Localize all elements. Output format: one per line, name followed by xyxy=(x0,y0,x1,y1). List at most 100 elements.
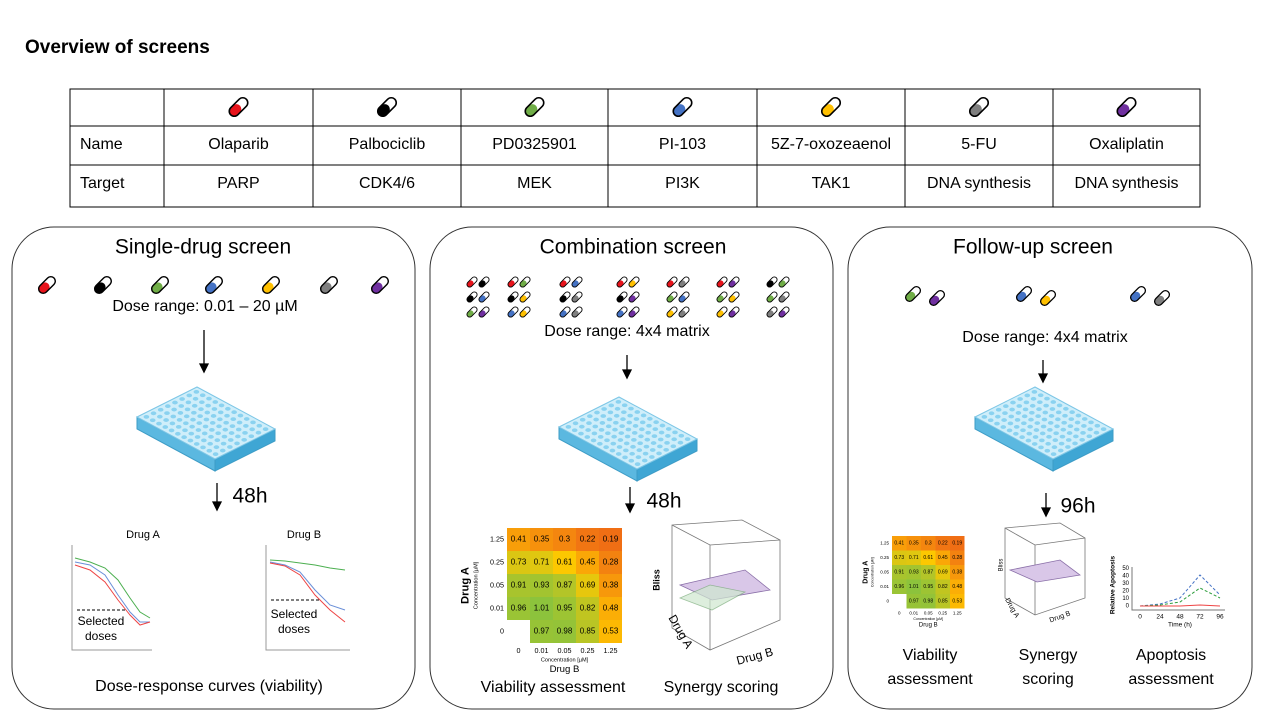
pill-body xyxy=(559,276,571,288)
y-tick-label: 50 xyxy=(1122,566,1129,572)
pill-body xyxy=(778,306,790,318)
pill-body xyxy=(466,306,478,318)
heatmap-cell xyxy=(530,551,553,574)
x-tick-label: 1.25 xyxy=(604,646,618,655)
pill-body xyxy=(204,275,224,295)
plate-well xyxy=(658,430,665,435)
heatmap-cell xyxy=(935,536,950,551)
plate-well xyxy=(672,430,678,435)
drug-name: 5Z-7-oxozeaenol xyxy=(771,136,891,153)
heatmap-value: 0.87 xyxy=(923,570,933,576)
axis-sublabel: Concentration [µM] xyxy=(870,557,874,587)
x-tick-label: 0.05 xyxy=(558,646,572,655)
caption: scoring xyxy=(1022,671,1074,688)
incubation: 48h xyxy=(232,485,267,508)
pill-icon xyxy=(93,275,113,295)
plate-well xyxy=(1050,452,1057,457)
plate-well xyxy=(1031,389,1038,394)
plate-well xyxy=(565,424,572,429)
heatmap-cell xyxy=(921,550,936,565)
axis-label: Drug A xyxy=(1003,597,1020,619)
caption: Synergy scoring xyxy=(664,679,779,696)
axis-label: Drug B xyxy=(919,623,938,629)
pill-icon xyxy=(370,275,390,295)
plate-well xyxy=(617,438,624,442)
heatmap-cell xyxy=(507,574,530,597)
plate-well xyxy=(179,397,185,401)
x-tick-label: 0.01 xyxy=(535,646,549,655)
y-tick-label: 0.01 xyxy=(490,603,504,612)
plate-well xyxy=(650,441,657,445)
plate-well xyxy=(586,421,592,426)
plate-well xyxy=(629,451,635,456)
pill-body xyxy=(37,275,57,295)
plate-well xyxy=(624,434,631,439)
plate-well xyxy=(995,414,1001,419)
plate-well xyxy=(210,414,217,418)
heatmap-cell xyxy=(935,550,950,565)
annotation: doses xyxy=(85,629,117,643)
pill-half xyxy=(783,276,790,283)
plate-well xyxy=(220,441,227,446)
pill-body xyxy=(571,306,583,318)
plate-well xyxy=(587,414,593,419)
pill-icon xyxy=(507,291,519,303)
drug-target: MEK xyxy=(517,175,552,192)
pill-body xyxy=(1015,285,1033,303)
plate-well xyxy=(1014,417,1021,422)
plate-well xyxy=(214,438,221,443)
plate-well xyxy=(1046,434,1052,439)
plate-well xyxy=(1029,410,1035,415)
plate-well xyxy=(1013,424,1020,429)
pill-half xyxy=(212,276,223,287)
heatmap-value: 0.97 xyxy=(909,599,919,605)
pill-body xyxy=(478,276,490,288)
heatmap-cell xyxy=(530,597,553,620)
plate-well xyxy=(163,418,169,422)
plate-well xyxy=(1029,403,1036,408)
pill-half xyxy=(158,276,169,287)
plate-well xyxy=(1007,421,1014,426)
plate-well xyxy=(194,435,201,439)
plate-well xyxy=(1025,438,1032,443)
pill-icon xyxy=(928,289,946,307)
heatmap-value: 0.95 xyxy=(557,604,573,613)
pill-body xyxy=(728,306,740,318)
x-tick-label: 0.01 xyxy=(909,611,918,616)
pill-body xyxy=(766,306,778,318)
pill-half xyxy=(671,306,678,313)
apoptosis-plot xyxy=(1131,567,1225,611)
plate-well xyxy=(191,403,198,408)
plate-well xyxy=(1035,414,1041,419)
pill-icon xyxy=(766,306,778,318)
pill-body xyxy=(319,275,339,295)
pill-half xyxy=(771,276,778,283)
plate-well xyxy=(215,431,221,436)
heatmap-value: 0.22 xyxy=(938,541,948,547)
plate-well xyxy=(1038,445,1044,450)
heatmap-value: 0.53 xyxy=(952,599,962,605)
plate-well xyxy=(981,414,988,419)
plate-well xyxy=(225,406,231,411)
pill-icon xyxy=(716,276,728,288)
pill-body xyxy=(666,291,678,303)
heatmap-value: 0.87 xyxy=(557,581,573,590)
caption: assessment xyxy=(1128,671,1214,688)
plate-well xyxy=(168,428,175,433)
pill-body xyxy=(820,96,842,118)
pill-icon xyxy=(820,96,842,118)
heatmap-value: 0.35 xyxy=(534,535,550,544)
heatmap-cell xyxy=(950,536,965,551)
pill-half xyxy=(829,97,841,109)
plate-well xyxy=(1075,413,1082,418)
y-tick-label: 0.25 xyxy=(490,557,504,566)
heatmap-value: 0.69 xyxy=(580,581,596,590)
plate-well xyxy=(584,435,591,439)
pill-icon xyxy=(616,306,628,318)
plate-well xyxy=(262,427,269,432)
plate-well xyxy=(657,437,664,442)
plate-well xyxy=(228,431,235,435)
plate-well xyxy=(1093,430,1100,435)
heatmap-value: 0.3 xyxy=(925,541,932,547)
heatmap-cell xyxy=(553,620,576,643)
